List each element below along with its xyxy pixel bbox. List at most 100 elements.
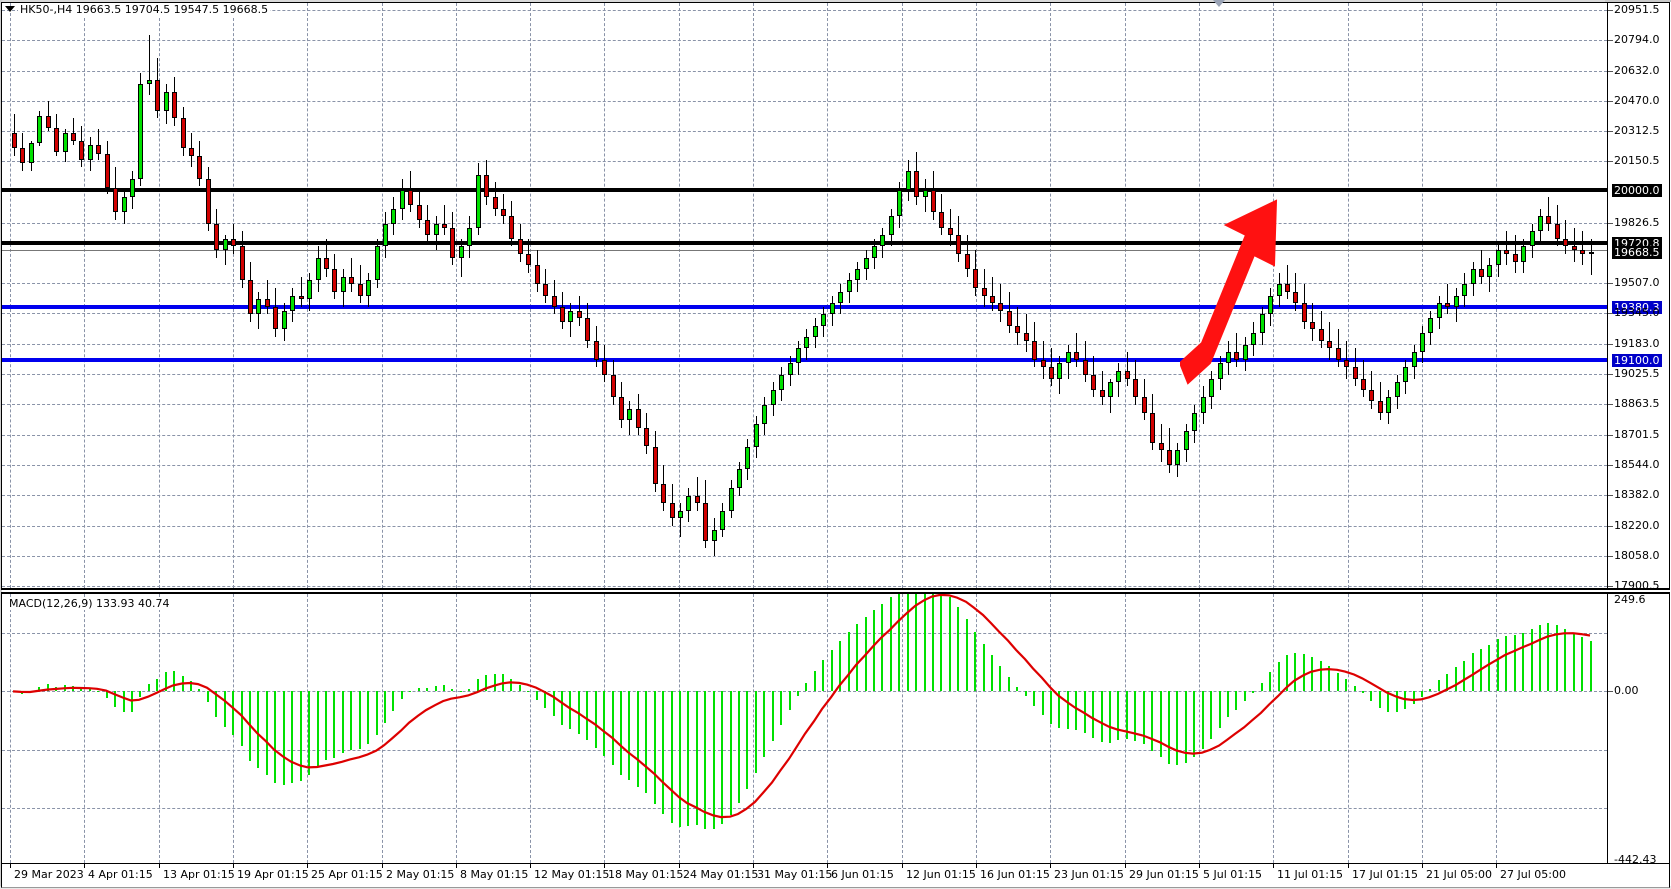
candle-body (501, 208, 506, 217)
candle-body (1133, 378, 1138, 398)
grid-line-vertical (382, 3, 383, 588)
price-level-line[interactable] (2, 187, 1607, 192)
candle-body (1530, 231, 1535, 247)
grid-line-vertical (1348, 3, 1349, 588)
candle-body (29, 142, 34, 164)
macd-histogram-bar (409, 691, 411, 693)
macd-histogram-bar (1564, 628, 1566, 692)
macd-histogram-bar (1261, 682, 1263, 692)
time-axis-tick (827, 864, 828, 868)
macd-histogram-bar (890, 596, 892, 692)
candle-body (37, 116, 42, 143)
candle-body (408, 189, 413, 205)
time-axis[interactable]: 29 Mar 2023 4 Apr 01:15 13 Apr 01:15 19 Apr… (1, 864, 1670, 888)
grid-line-vertical (1422, 594, 1423, 863)
macd-histogram-bar (991, 655, 993, 692)
candle-body (1041, 359, 1046, 368)
candle-body (450, 227, 455, 258)
macd-histogram-bar (89, 689, 91, 692)
triangle-down-icon[interactable] (5, 6, 15, 12)
grid-line-vertical (530, 3, 531, 588)
candle-body (627, 408, 632, 421)
macd-histogram-bar (687, 691, 689, 827)
candle-body (1504, 250, 1509, 254)
candle-body (1302, 303, 1307, 322)
candle-body (214, 223, 219, 251)
macd-histogram-bar (1497, 639, 1499, 692)
price-level-line[interactable] (2, 250, 1607, 252)
candle-body (1260, 314, 1265, 334)
macd-histogram-bar (1556, 625, 1558, 692)
macd-histogram-bar (1472, 653, 1474, 692)
macd-histogram-bar (106, 691, 108, 698)
grid-line-vertical (456, 3, 457, 588)
time-axis-label: 11 Jul 01:15 (1277, 868, 1343, 881)
macd-histogram-bar (738, 691, 740, 804)
candle-body (1445, 303, 1450, 307)
macd-histogram-bar (1168, 691, 1170, 764)
time-axis-tick (753, 864, 754, 868)
time-axis-label: 25 Apr 01:15 (311, 868, 383, 881)
candle-body (670, 503, 675, 519)
chevron-down-icon[interactable] (1213, 0, 1225, 7)
price-level-line[interactable] (2, 304, 1607, 309)
candle-body (1580, 250, 1585, 254)
candle-body (982, 287, 987, 296)
price-axis-label: 19380.3 (1612, 300, 1662, 314)
price-axis-tick (1608, 586, 1613, 588)
candle-body (484, 174, 489, 198)
candle-body (1209, 378, 1214, 398)
macd-histogram-bar (983, 643, 985, 692)
macd-histogram-bar (881, 603, 883, 692)
grid-line-horizontal (2, 525, 1607, 527)
macd-histogram-bar (662, 691, 664, 814)
candle-wick (233, 223, 234, 254)
candle-body (1420, 333, 1425, 353)
macd-histogram-bar (359, 691, 361, 749)
macd-histogram-bar (139, 691, 141, 697)
candle-body (864, 257, 869, 270)
candle-body (164, 91, 169, 111)
price-level-line[interactable] (2, 357, 1607, 362)
candle-body (1142, 397, 1147, 413)
time-axis-label: 6 Jun 01:15 (831, 868, 894, 881)
price-level-line[interactable] (2, 240, 1607, 245)
vertical-scrollbar[interactable] (1605, 0, 1671, 2)
candle-body (973, 269, 978, 288)
macd-histogram-bar (974, 631, 976, 692)
candle-wick (1582, 231, 1583, 266)
macd-histogram-bar (460, 690, 462, 692)
macd-indicator-pane[interactable]: 249.6 0.00 -442.43 MACD(12,26,9) 133.93 40… (1, 592, 1670, 865)
grid-line-horizontal (2, 434, 1607, 436)
macd-histogram-bar (426, 687, 428, 692)
macd-histogram-bar (435, 685, 437, 692)
grid-line-horizontal (2, 101, 1607, 103)
candle-body (375, 246, 380, 281)
time-axis-label: 5 Jul 01:15 (1203, 868, 1262, 881)
candle-body (265, 299, 270, 307)
macd-histogram-bar (1075, 691, 1077, 731)
candle-body (813, 325, 818, 338)
macd-histogram-bar (266, 691, 268, 775)
bullish-arrow-annotation[interactable] (1180, 195, 1300, 385)
candle-body (838, 291, 843, 304)
macd-histogram-bar (510, 678, 512, 692)
candle-body (1074, 352, 1079, 360)
grid-line-vertical (1273, 3, 1274, 588)
price-axis-label: 19720.8 (1612, 236, 1662, 250)
price-plot-area[interactable] (2, 3, 1607, 588)
candle-body (1496, 250, 1501, 266)
grid-line-horizontal (2, 130, 1607, 132)
arrow-shape (1180, 199, 1278, 385)
candle-body (1386, 397, 1391, 413)
macd-histogram-bar (1143, 691, 1145, 745)
macd-histogram-bar (291, 691, 293, 783)
macd-plot-area[interactable] (2, 594, 1607, 863)
macd-histogram-bar (957, 607, 959, 692)
macd-histogram-bar (283, 691, 285, 785)
price-chart-pane[interactable]: 20951.5 20794.0 20632.0 20470.0 20312.5 20150… (1, 2, 1670, 591)
candle-body (703, 503, 708, 541)
grid-line-vertical (1125, 3, 1126, 588)
macd-histogram-bar (376, 691, 378, 736)
